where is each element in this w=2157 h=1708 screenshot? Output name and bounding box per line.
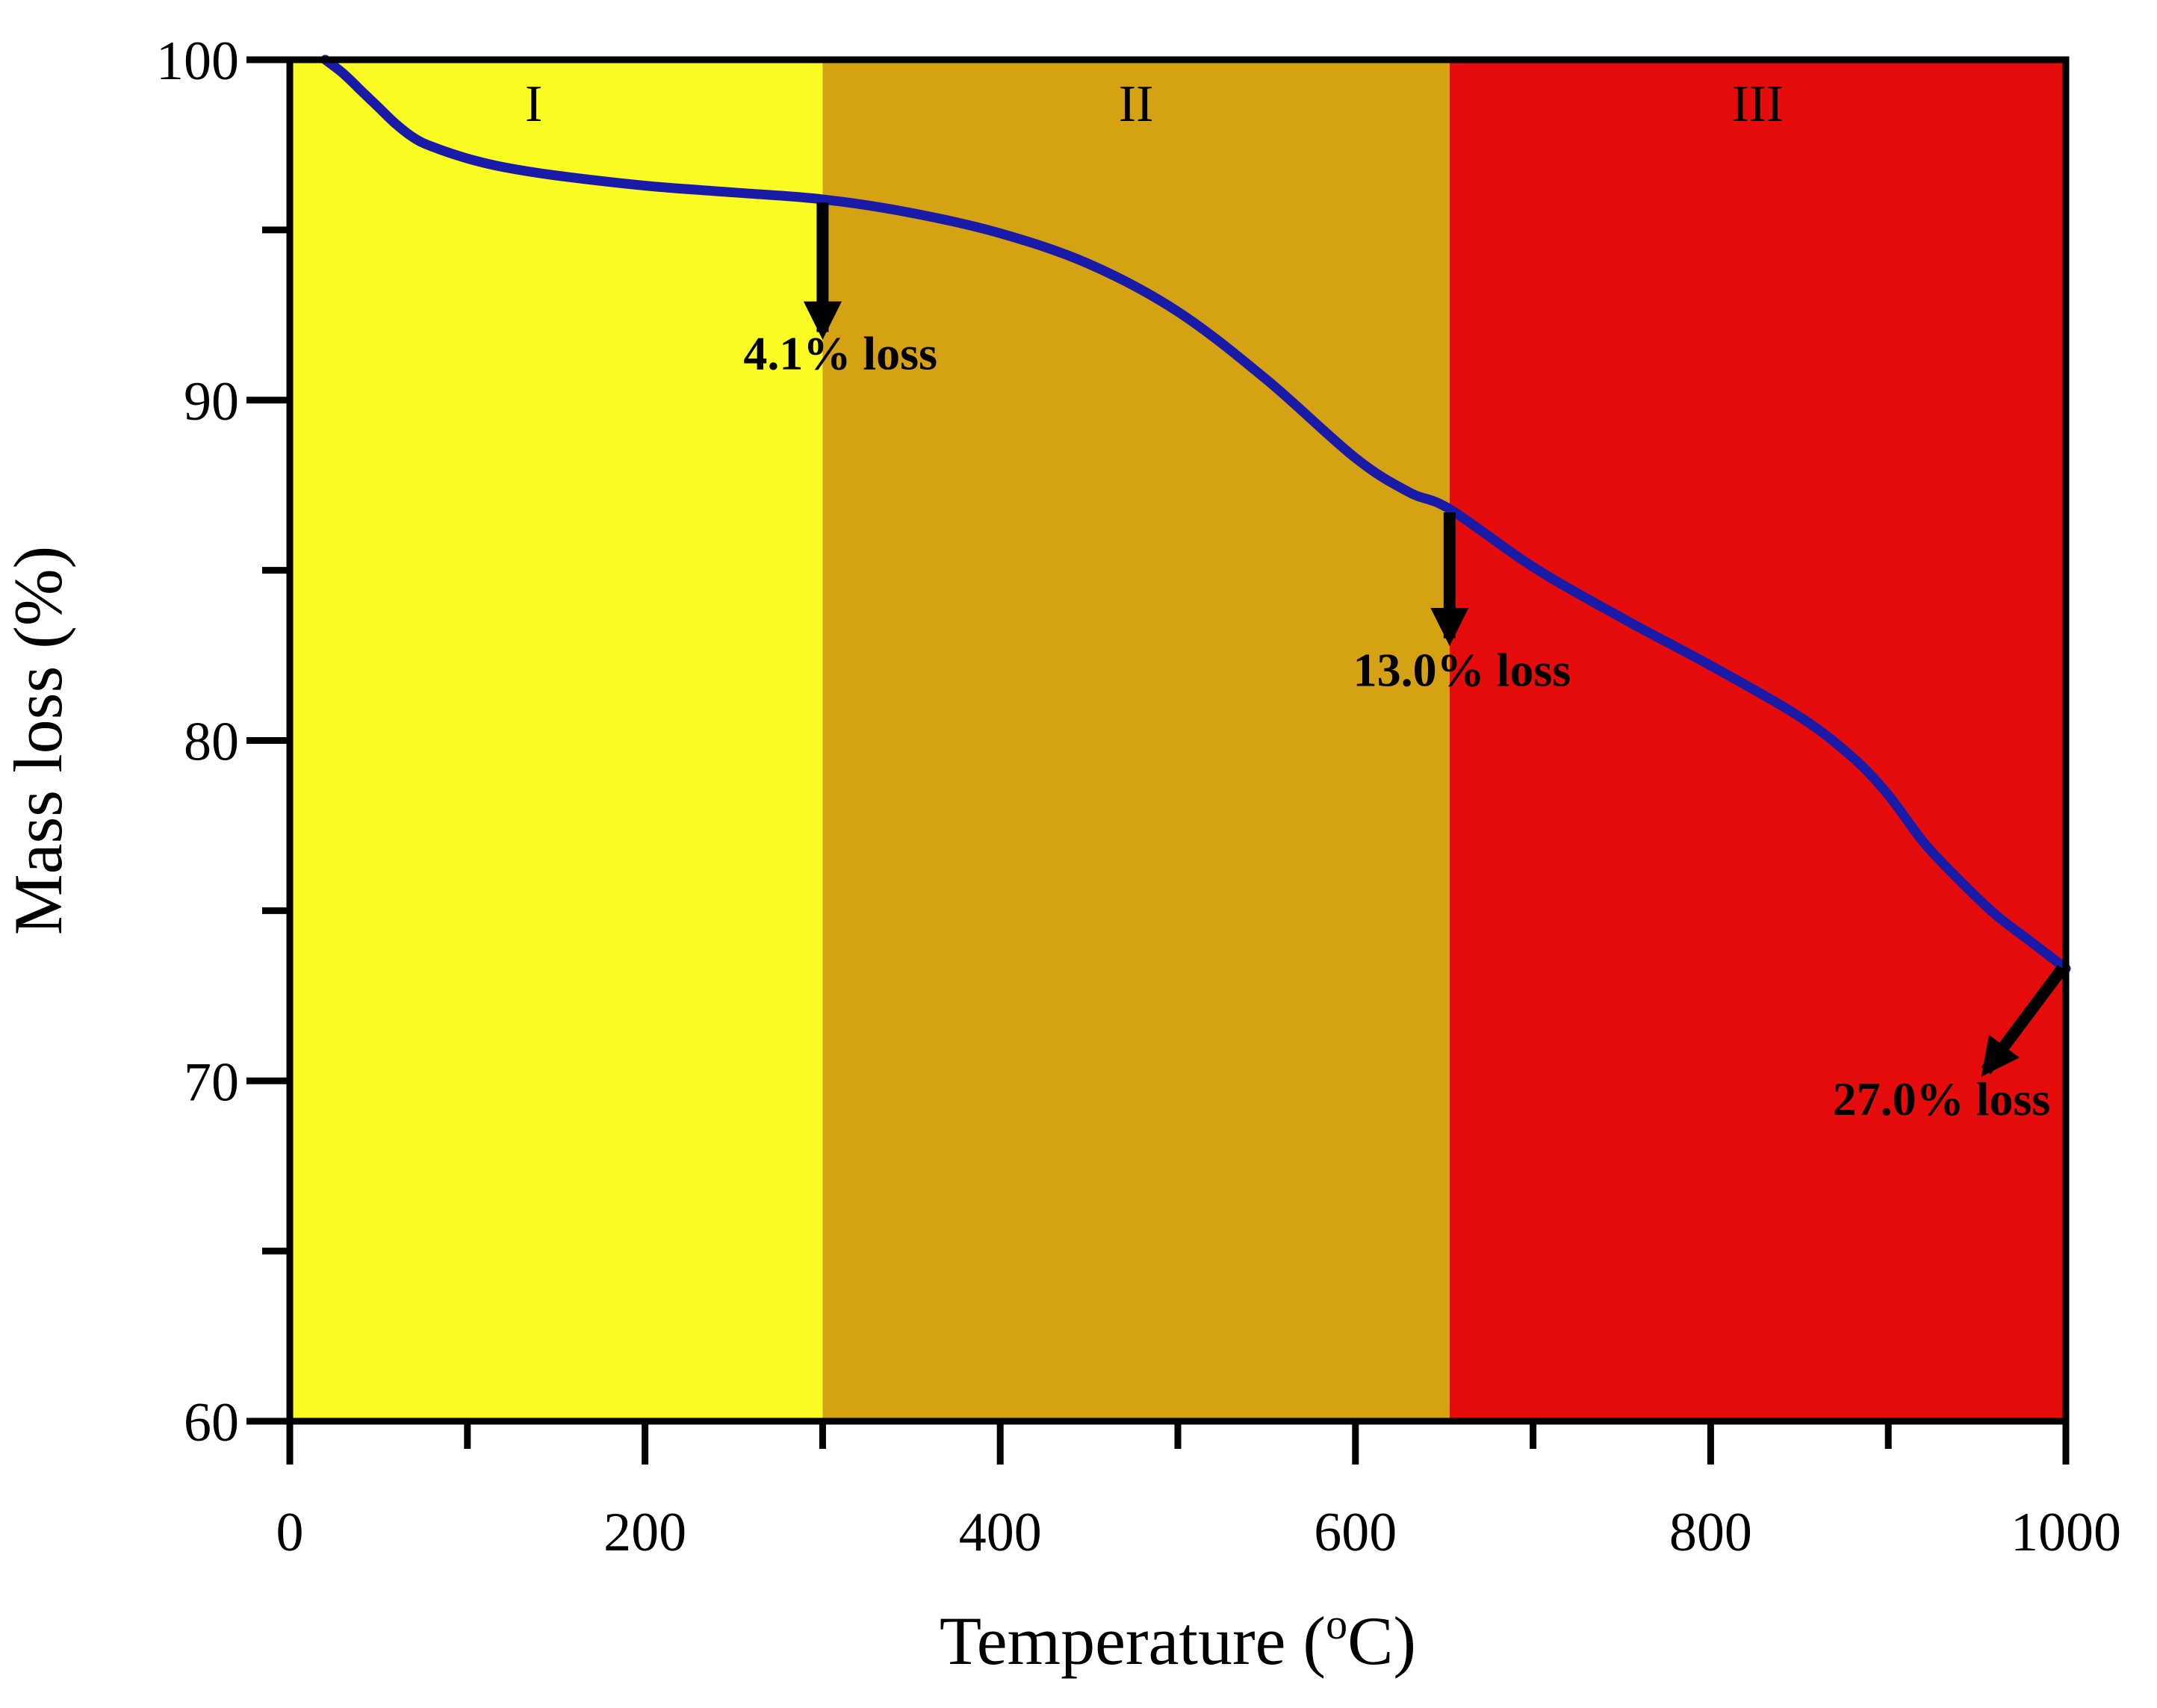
x-tick-label: 200 xyxy=(603,1502,686,1563)
y-tick-label: 80 xyxy=(184,712,239,773)
annotations-layer: 4.1% loss 13.0% loss 27.0% loss xyxy=(743,202,2067,1125)
region-bands xyxy=(290,60,2066,1421)
x-tick-label: 0 xyxy=(276,1502,304,1563)
region-band-3 xyxy=(1449,60,2066,1421)
region-label-1: I xyxy=(525,75,542,133)
region-labels: I II III xyxy=(525,75,1784,133)
y-axis-title: Mass loss (%) xyxy=(0,546,76,935)
y-tick-label: 90 xyxy=(184,371,239,432)
x-axis-title-sup: o xyxy=(1326,1600,1347,1648)
annotation-arrow-3 xyxy=(1981,965,2067,1077)
region-label-3: III xyxy=(1731,75,1784,133)
annotation-label-2: 13.0% loss xyxy=(1353,644,1571,697)
region-label-2: II xyxy=(1119,75,1154,133)
x-axis-title-tail: C) xyxy=(1347,1603,1416,1679)
x-axis-ticks: 0 200 400 600 800 1000 xyxy=(276,1421,2121,1563)
series-line-1 xyxy=(320,55,2071,974)
annotation-label-1: 4.1% loss xyxy=(743,327,937,380)
x-tick-label: 400 xyxy=(959,1502,1042,1563)
x-tick-label: 800 xyxy=(1669,1502,1752,1563)
x-axis-title-main: Temperature ( xyxy=(940,1603,1326,1679)
x-tick-label: 1000 xyxy=(2011,1502,2121,1563)
y-tick-label: 100 xyxy=(156,31,239,92)
y-axis-ticks: 60 70 80 90 100 xyxy=(156,31,290,1453)
annotation-label-3: 27.0% loss xyxy=(1833,1072,2051,1125)
region-band-2 xyxy=(822,60,1450,1421)
y-tick-label: 70 xyxy=(184,1052,239,1113)
y-tick-label: 60 xyxy=(184,1392,239,1453)
x-tick-label: 600 xyxy=(1314,1502,1397,1563)
x-axis-title: Temperature (oC) xyxy=(940,1600,1416,1679)
region-band-1 xyxy=(290,60,823,1421)
series-layer xyxy=(320,55,2071,974)
